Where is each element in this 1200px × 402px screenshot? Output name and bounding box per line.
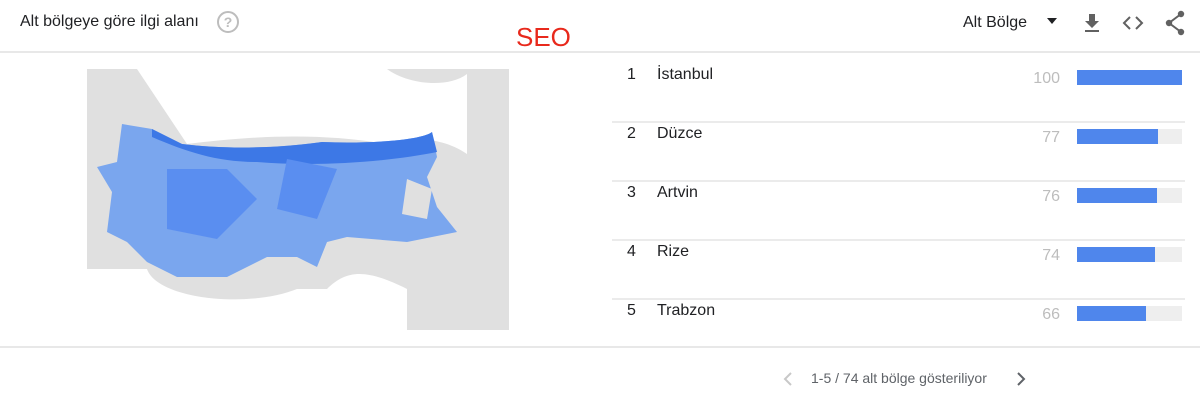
value-bar-fill bbox=[1077, 247, 1155, 262]
share-icon[interactable] bbox=[1164, 10, 1186, 36]
value: 76 bbox=[1042, 188, 1060, 205]
help-icon[interactable]: ? bbox=[217, 11, 239, 33]
rank: 4 bbox=[627, 243, 636, 260]
card-title: Alt bölgeye göre ilgi alanı bbox=[20, 13, 199, 30]
rank: 1 bbox=[627, 66, 636, 83]
next-page-icon[interactable] bbox=[1015, 371, 1027, 387]
region-map[interactable] bbox=[87, 69, 509, 330]
value-bar bbox=[1077, 306, 1182, 321]
search-term-label: SEO bbox=[516, 22, 571, 52]
table-row[interactable]: 4 Rize 74 bbox=[612, 239, 1185, 300]
divider bbox=[0, 51, 1200, 53]
value: 74 bbox=[1042, 247, 1060, 264]
turkey-regions[interactable] bbox=[97, 124, 457, 277]
region-name: Düzce bbox=[657, 125, 703, 142]
divider bbox=[0, 346, 1200, 348]
region-level-dropdown[interactable]: Alt Bölge bbox=[963, 14, 1028, 31]
value-bar bbox=[1077, 129, 1182, 144]
table-row[interactable]: 1 İstanbul 100 bbox=[612, 62, 1185, 123]
prev-page-icon[interactable] bbox=[782, 371, 794, 387]
embed-code-icon[interactable] bbox=[1122, 14, 1144, 32]
region-name: Trabzon bbox=[657, 302, 716, 319]
value-bar bbox=[1077, 188, 1182, 203]
rank: 5 bbox=[627, 302, 636, 319]
region-name: Artvin bbox=[657, 184, 698, 201]
table-row[interactable]: 3 Artvin 76 bbox=[612, 180, 1185, 241]
rank: 3 bbox=[627, 184, 636, 201]
download-icon[interactable] bbox=[1083, 12, 1101, 34]
value: 77 bbox=[1042, 129, 1060, 146]
value-bar-fill bbox=[1077, 129, 1158, 144]
rank: 2 bbox=[627, 125, 636, 142]
value: 100 bbox=[1033, 70, 1060, 87]
value-bar bbox=[1077, 70, 1182, 85]
value: 66 bbox=[1042, 306, 1060, 323]
region-name: Rize bbox=[657, 243, 690, 260]
table-row[interactable]: 5 Trabzon 66 bbox=[612, 298, 1185, 357]
value-bar bbox=[1077, 247, 1182, 262]
table-row[interactable]: 2 Düzce 77 bbox=[612, 121, 1185, 182]
caret-down-icon[interactable] bbox=[1047, 18, 1057, 24]
pagination-text: 1-5 / 74 alt bölge gösteriliyor bbox=[811, 370, 987, 386]
value-bar-fill bbox=[1077, 70, 1182, 85]
value-bar-fill bbox=[1077, 306, 1147, 321]
value-bar-fill bbox=[1077, 188, 1157, 203]
region-name: İstanbul bbox=[657, 66, 714, 83]
